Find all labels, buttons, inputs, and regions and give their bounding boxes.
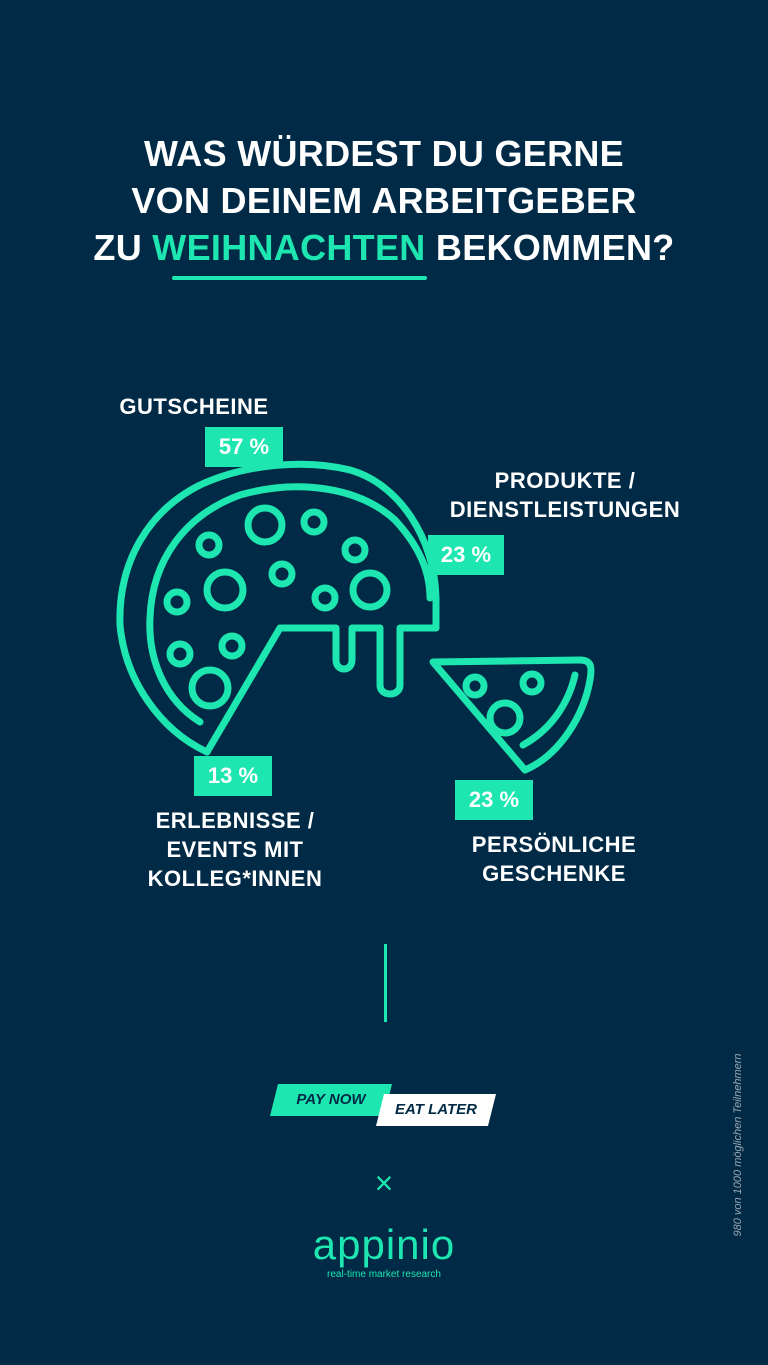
page-title: WAS WÜRDEST DU GERNE VON DEINEM ARBEITGE… <box>0 130 768 271</box>
value-badge-geschenke: 23 % <box>455 780 533 820</box>
topping <box>341 536 369 564</box>
topping <box>195 531 223 559</box>
title-line-2: VON DEINEM ARBEITGEBER <box>131 180 637 221</box>
slice-topping <box>519 670 545 696</box>
label-produkte: PRODUKTE / DIENSTLEISTUNGEN <box>449 468 681 522</box>
slice-outline <box>429 656 595 774</box>
source-note: 980 von 1000 möglichen Teilnehmern <box>732 1053 744 1237</box>
topping <box>311 584 339 612</box>
pay-now-text: PAY NOW <box>296 1091 366 1108</box>
title-line-1: WAS WÜRDEST DU GERNE <box>143 133 624 174</box>
topping <box>163 588 191 616</box>
divider-line <box>384 944 387 1022</box>
topping <box>349 569 391 611</box>
title-line-3-post: BEKOMMEN? <box>425 227 675 268</box>
eat-later-text: EAT LATER <box>395 1101 477 1118</box>
topping <box>218 632 246 660</box>
topping <box>268 560 296 588</box>
pizza-cut-edge <box>203 594 440 756</box>
appinio-tagline: real-time market research <box>327 1269 441 1280</box>
label-gutscheine: GUTSCHEINE <box>119 394 269 419</box>
topping <box>300 508 328 536</box>
slice-topping <box>462 673 488 699</box>
label-geschenke: PERSÖNLICHE GESCHENKE <box>471 832 637 886</box>
title-line-3: ZU WEIHNACHTEN BEKOMMEN? <box>0 224 768 271</box>
title-underline <box>172 276 427 280</box>
topping <box>166 640 194 668</box>
label-erlebnisse: ERLEBNISSE / EVENTS MIT KOLLEG*INNEN <box>147 808 323 891</box>
appinio-logo: appinio <box>312 1221 456 1268</box>
value-badge-gutscheine: 57 % <box>205 427 283 467</box>
topping <box>244 504 286 546</box>
title-accent-word: WEIHNACHTEN <box>152 227 426 268</box>
value-badge-produkte: 23 % <box>428 535 504 575</box>
value-badge-erlebnisse: 13 % <box>194 756 272 796</box>
title-line-3-pre: ZU <box>93 227 153 268</box>
pizza-crust-outer <box>116 460 440 756</box>
slice-topping <box>486 699 524 737</box>
topping <box>188 666 232 710</box>
slice-crust-line <box>519 671 579 749</box>
pizza-crust-inner <box>146 483 434 726</box>
collab-times-icon: × <box>374 1165 394 1201</box>
topping <box>203 568 247 612</box>
